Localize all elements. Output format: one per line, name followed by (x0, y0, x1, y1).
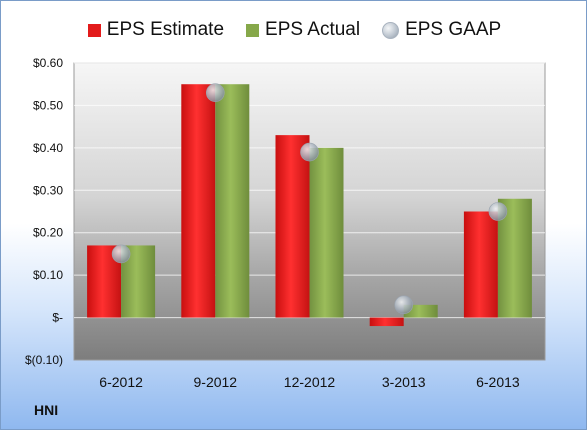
eps-gaap-marker (206, 83, 225, 102)
legend-swatch-eps-gaap (382, 21, 400, 39)
y-tick-label: $(0.10) (25, 353, 63, 367)
chart-legend: EPS Estimate EPS Actual EPS GAAP (1, 15, 586, 45)
y-tick-label: $0.30 (33, 183, 63, 197)
eps-gaap-marker (394, 295, 414, 315)
x-category-label: 9-2012 (194, 374, 238, 390)
y-tick-label: $0.10 (33, 268, 63, 282)
y-tick-label: $0.40 (33, 141, 63, 155)
x-category-label: 3-2013 (382, 374, 426, 390)
y-tick-label: $0.50 (33, 98, 63, 112)
eps-gaap-marker (488, 202, 508, 221)
legend-item-eps-actual: EPS Actual (246, 19, 360, 41)
legend-swatch-eps-estimate (87, 23, 101, 37)
eps-estimate-bar (181, 84, 216, 318)
legend-label-eps-gaap: EPS GAAP (405, 19, 502, 40)
y-tick-label: $0.60 (33, 56, 63, 70)
eps-gaap-marker (300, 142, 319, 162)
x-category-label: 12-2012 (284, 374, 336, 390)
x-category-label: 6-2013 (476, 374, 520, 390)
y-tick-label: $- (52, 311, 63, 325)
eps-estimate-bar (369, 317, 404, 327)
legend-item-eps-gaap: EPS GAAP (382, 19, 501, 41)
eps-actual-bar (215, 84, 250, 318)
legend-swatch-eps-actual (246, 23, 260, 37)
eps-actual-bar (309, 147, 344, 318)
legend-label-eps-estimate: EPS Estimate (106, 19, 225, 40)
y-tick-label: $0.20 (33, 226, 63, 240)
ticker-symbol: HNI (34, 402, 59, 418)
legend-item-eps-estimate: EPS Estimate (87, 19, 225, 41)
legend-label-eps-actual: EPS Actual (265, 19, 361, 40)
x-category-label: 6-2012 (99, 374, 143, 390)
eps-gaap-marker (111, 244, 131, 264)
eps-estimate-bar (275, 135, 310, 318)
eps-estimate-bar (463, 211, 498, 318)
